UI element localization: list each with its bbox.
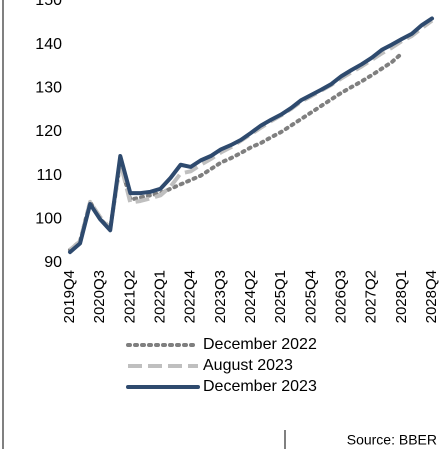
x-tick-label: 2024Q2	[242, 270, 259, 323]
y-tick-label: 150	[35, 0, 62, 9]
x-tick-label: 2023Q3	[212, 270, 229, 323]
y-tick-label: 140	[35, 36, 62, 53]
x-tick-label: 2021Q2	[121, 270, 138, 323]
x-tick-label: 2027Q2	[363, 270, 380, 323]
series-line	[68, 16, 434, 255]
y-tick-label: 100	[35, 211, 62, 228]
x-tick-label: 2020Q3	[91, 270, 108, 323]
y-tick-label: 120	[35, 123, 62, 140]
legend-label: December 2022	[203, 336, 317, 353]
source: Source: BBER	[347, 432, 437, 448]
y-tick-label: 130	[35, 80, 62, 97]
series-line	[68, 51, 404, 252]
x-tick-label: 2026Q3	[332, 270, 349, 323]
x-tick-label: 2019Q4	[61, 270, 78, 323]
y-tick-label: 110	[36, 167, 62, 184]
x-tick-label: 2025Q1	[272, 270, 289, 323]
x-tick-label: 2028Q1	[393, 270, 410, 323]
legend-label: December 2023	[203, 378, 317, 395]
x-tick-label: 2025Q4	[302, 270, 319, 323]
y-tick-label: 90	[44, 254, 62, 271]
x-tick-label: 2028Q4	[423, 270, 440, 323]
x-tick-label: 2022Q4	[182, 270, 199, 323]
x-tick-label: 2022Q1	[151, 270, 168, 323]
legend-label: August 2023	[203, 357, 293, 374]
